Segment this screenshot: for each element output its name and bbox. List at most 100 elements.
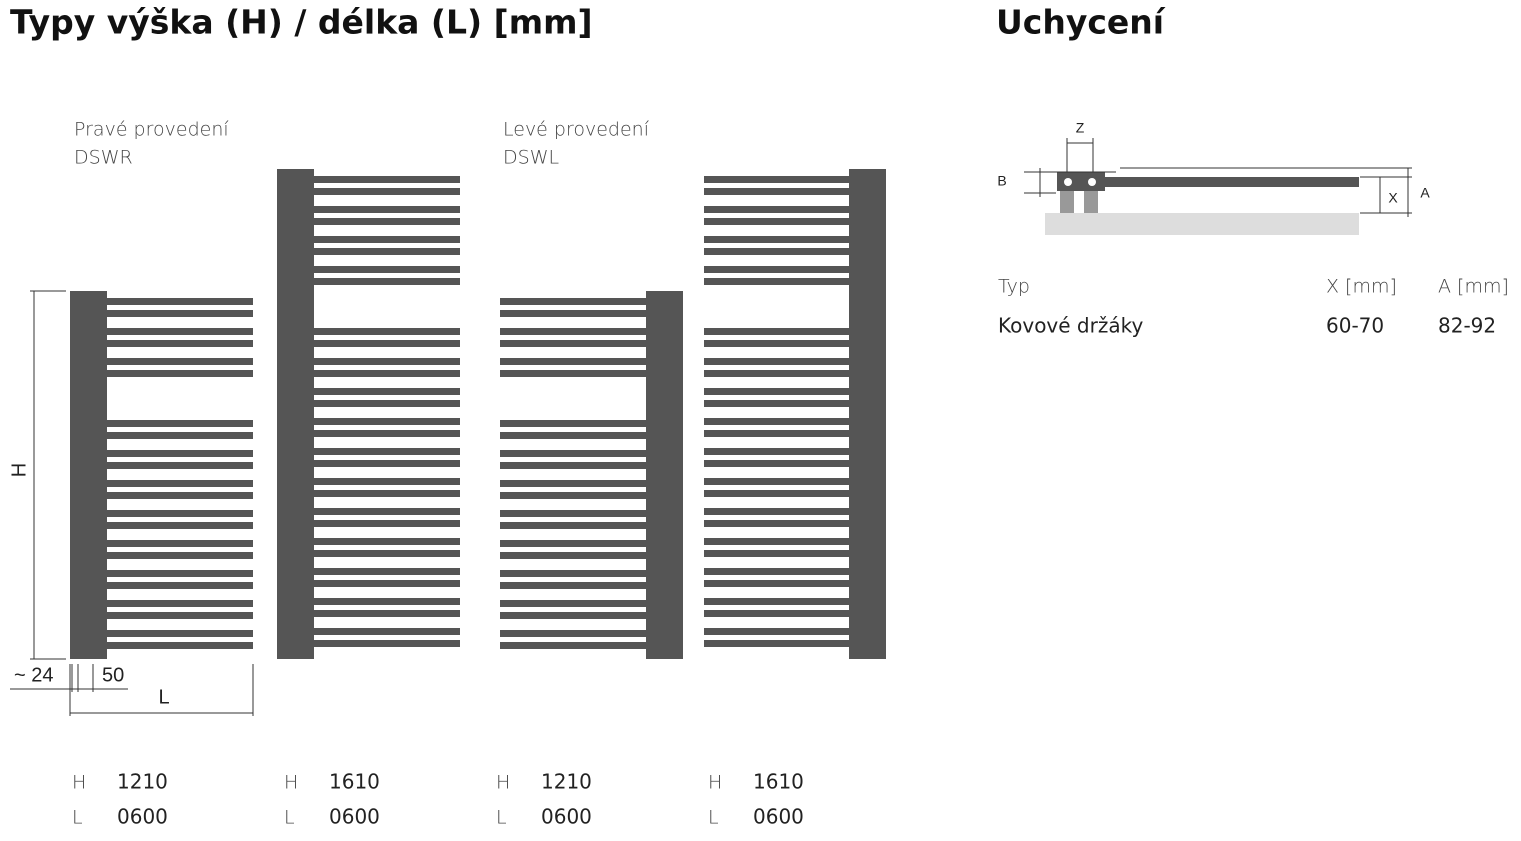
rail xyxy=(314,418,460,425)
rail xyxy=(314,176,460,183)
radiator xyxy=(500,291,683,659)
rail xyxy=(500,630,646,637)
dim-offset: ~ 24 xyxy=(14,664,53,686)
dim-step: 50 xyxy=(102,664,124,686)
variant-label: Levé provedení xyxy=(503,119,650,141)
rail xyxy=(500,642,646,649)
radiator xyxy=(277,169,460,659)
rail xyxy=(107,522,253,529)
spec-value: 1210 xyxy=(541,770,592,794)
rail xyxy=(500,450,646,457)
rail xyxy=(704,218,850,225)
rail xyxy=(704,490,850,497)
rail xyxy=(314,278,460,285)
rail xyxy=(107,432,253,439)
rail xyxy=(500,480,646,487)
variant-code: DSWL xyxy=(503,147,559,169)
rail xyxy=(704,448,850,455)
rail xyxy=(704,508,850,515)
radiators xyxy=(70,169,886,659)
label-z: Z xyxy=(1076,120,1085,136)
rail xyxy=(314,490,460,497)
rail xyxy=(107,600,253,607)
rail xyxy=(314,340,460,347)
label-b: B xyxy=(997,173,1006,189)
dimensions: H ~ 24 50 L xyxy=(8,290,254,716)
table-cell: 82-92 xyxy=(1438,314,1496,338)
rail xyxy=(314,370,460,377)
rail xyxy=(704,430,850,437)
rail xyxy=(314,628,460,635)
rail xyxy=(500,432,646,439)
spec-label: H xyxy=(496,772,510,794)
rail xyxy=(704,188,850,195)
rail xyxy=(704,278,850,285)
rail xyxy=(314,400,460,407)
rail xyxy=(314,236,460,243)
rail xyxy=(704,568,850,575)
rail xyxy=(704,550,850,557)
rail xyxy=(107,358,253,365)
rail xyxy=(704,598,850,605)
rail xyxy=(107,370,253,377)
table-header: X [mm] xyxy=(1326,276,1397,298)
collector xyxy=(277,169,314,659)
rail xyxy=(107,340,253,347)
rail xyxy=(107,630,253,637)
rail xyxy=(704,610,850,617)
rail xyxy=(107,510,253,517)
rail xyxy=(107,492,253,499)
label-a: A xyxy=(1420,185,1430,201)
rail xyxy=(314,248,460,255)
spec-label: L xyxy=(496,807,507,829)
rail xyxy=(500,492,646,499)
rail xyxy=(704,628,850,635)
rail xyxy=(704,580,850,587)
rail xyxy=(704,400,850,407)
table-cell: Kovové držáky xyxy=(998,314,1143,338)
rail xyxy=(314,610,460,617)
rail xyxy=(314,478,460,485)
rail xyxy=(314,550,460,557)
rail xyxy=(704,370,850,377)
rail xyxy=(107,450,253,457)
rail xyxy=(314,358,460,365)
rail xyxy=(500,310,646,317)
rail xyxy=(704,418,850,425)
rail xyxy=(704,176,850,183)
spec-label: L xyxy=(708,807,719,829)
table-header: A [mm] xyxy=(1438,276,1509,298)
collector xyxy=(646,291,683,659)
rail xyxy=(500,358,646,365)
rail xyxy=(500,462,646,469)
rail xyxy=(704,358,850,365)
rail xyxy=(314,508,460,515)
radiator xyxy=(704,169,886,659)
spec-value: 0600 xyxy=(329,805,380,829)
rail xyxy=(500,298,646,305)
rail xyxy=(314,266,460,273)
rail xyxy=(704,328,850,335)
rail xyxy=(107,570,253,577)
rail xyxy=(314,598,460,605)
dim-length: L xyxy=(158,686,169,708)
rail xyxy=(107,612,253,619)
rail xyxy=(704,640,850,647)
rail xyxy=(314,188,460,195)
rail xyxy=(704,388,850,395)
mount-diagram: Z B X A xyxy=(997,120,1430,235)
rail xyxy=(107,480,253,487)
rail xyxy=(314,520,460,527)
rail xyxy=(500,570,646,577)
spec-value: 1210 xyxy=(117,770,168,794)
rail xyxy=(314,218,460,225)
rail xyxy=(107,462,253,469)
rail xyxy=(704,206,850,213)
rail xyxy=(704,266,850,273)
collector xyxy=(70,291,107,659)
spec-label: H xyxy=(72,772,86,794)
title: Uchycení xyxy=(996,3,1166,42)
variant-code: DSWR xyxy=(74,147,133,169)
rail xyxy=(314,328,460,335)
